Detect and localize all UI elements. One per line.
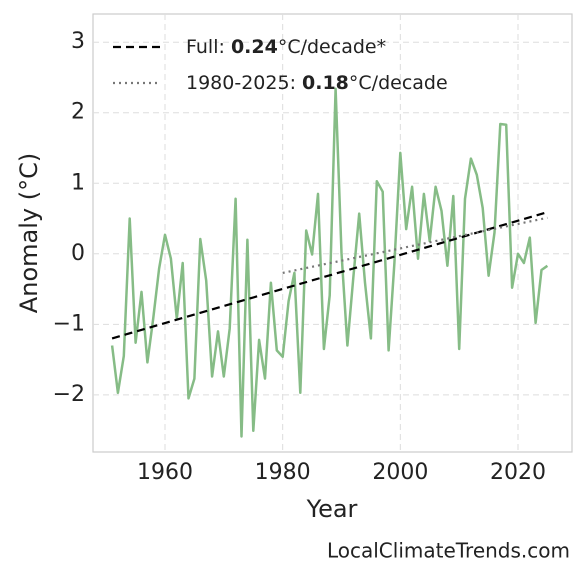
watermark: LocalClimateTrends.com — [327, 539, 570, 563]
y-tick-label: 2 — [71, 100, 85, 125]
x-tick-label: 2000 — [372, 460, 428, 485]
y-axis-label: Anomaly (°C) — [15, 153, 43, 313]
legend-label-part: 0.24 — [231, 36, 278, 58]
legend-label-part: Full: — [186, 36, 231, 58]
x-tick-label: 1960 — [137, 460, 193, 485]
y-tick-label: −1 — [53, 311, 85, 336]
x-tick-label: 2020 — [490, 460, 546, 485]
legend-label-part: 0.18 — [302, 72, 349, 94]
y-tick-label: 0 — [71, 241, 85, 266]
y-tick-label: 1 — [71, 170, 85, 195]
legend-label-part: 1980-2025: — [186, 72, 302, 94]
trend-line — [111, 211, 548, 340]
legend-label-part: °C/decade — [349, 72, 448, 94]
legend-label-part: °C/decade* — [278, 36, 386, 58]
legend-label: 1980-2025: 0.18°C/decade — [186, 72, 448, 94]
legend-label: Full: 0.24°C/decade* — [186, 36, 386, 58]
x-tick-label: 1980 — [255, 460, 311, 485]
y-tick-label: 3 — [71, 29, 85, 54]
data-line — [110, 87, 549, 438]
x-axis-label: Year — [306, 495, 358, 523]
y-tick-label: −2 — [53, 382, 85, 407]
